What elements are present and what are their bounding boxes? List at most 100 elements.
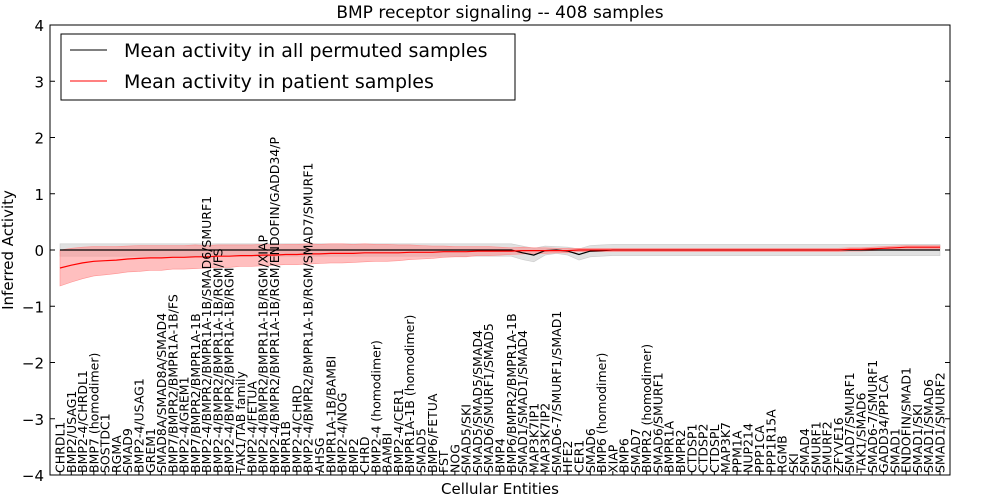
- x-tick-label: SMAD5: [414, 428, 429, 473]
- x-tick-label: SMAD5/SKI: [459, 404, 474, 473]
- x-tick-label: SMAD9: [120, 428, 135, 473]
- x-tick-label: SMAD6-7/SMURF1: [865, 360, 880, 473]
- x-tick-label: BMP7 (homodimer): [86, 353, 101, 473]
- x-tick-label: SMAD4: [797, 428, 812, 473]
- y-axis: −4 −3 −2 −1 0 1 2 3 4: [22, 17, 950, 485]
- x-tick-label: SMAD1/SKI: [910, 404, 925, 473]
- series-line-patient: [59, 246, 940, 269]
- legend-label-permuted: Mean activity in all permuted samples: [124, 40, 487, 62]
- x-tick-label: CHRDL1: [53, 422, 68, 473]
- x-tick-label: RGMB: [775, 435, 790, 473]
- y-axis-label: Inferred Activity: [0, 190, 17, 310]
- x-tick-label: BMP2-4/CHRD: [289, 385, 304, 473]
- chart-title: BMP receptor signaling -- 408 samples: [336, 3, 663, 23]
- x-tick-label: BMP2-4/CER1: [391, 388, 406, 473]
- x-tick-label: NOG: [447, 444, 462, 473]
- x-tick-label: CTDSP1: [684, 424, 699, 473]
- x-tick-label: RGMA: [109, 435, 124, 473]
- x-tick-label: SKI: [786, 453, 801, 473]
- x-tick-label: NUP214: [741, 423, 756, 473]
- x-tick-label: BMP2: [346, 438, 361, 473]
- x-tick-label: BMP2-4/BMPR2/BMPR1A-1B/RGM/SMAD7/SMURF1: [301, 163, 316, 473]
- x-tick-label: SOSTDC1: [98, 413, 113, 473]
- y-tick-label: −4: [22, 467, 44, 485]
- series-lines: [59, 246, 940, 269]
- x-tick-label: BMPR1A-1B/BAMBI: [323, 356, 338, 473]
- x-tick-label: BMP2-4 (homodimer): [368, 340, 383, 473]
- x-tick-label: BMP6/BMPR2/BMPR1A-1B: [504, 313, 519, 473]
- x-tick-label: BMP2-4/USAG1: [132, 378, 147, 473]
- x-tick-label: ENDOFIN/SMAD1: [899, 367, 914, 473]
- x-tick-label: BMPR2: [673, 429, 688, 473]
- x-tick-label: SMAD1/SMAD1/SMAD4: [515, 330, 530, 473]
- x-tick-label: PPM1A: [729, 430, 744, 473]
- x-tick-label: BMP6/FETUA: [425, 393, 440, 473]
- x-tick-label: BMP2-4/BMPR2/BMPR1A-1B/RGM/FS: [210, 248, 225, 473]
- x-tick-label: BMP2-4/GREM1: [177, 376, 192, 473]
- x-tick-label: SMAD5/SMAD5/SMAD4: [470, 330, 485, 473]
- x-tick-label: SMAD6: [583, 428, 598, 473]
- x-tick-label: BMP2-4/BMPR2/BMPR1A-1B/RGM/ENDOFIN/GADD3…: [267, 137, 282, 473]
- y-tick-label: 2: [34, 130, 44, 148]
- x-tick-label: XIAP: [605, 444, 620, 473]
- x-tick-label: BMP6 (homodimer): [594, 353, 609, 473]
- x-tick-label: CHRD: [357, 437, 372, 473]
- y-tick-label: 3: [34, 73, 44, 91]
- x-tick-label: BMP2-4/FETUA: [244, 381, 259, 473]
- x-tick-label: SMAD1/SMURF2: [933, 372, 948, 473]
- x-tick-label: GREM1: [143, 428, 158, 473]
- x-tick-label: PPP1CA: [752, 425, 767, 473]
- x-tick-label: BMP4: [493, 438, 508, 473]
- y-tick-label: −1: [22, 298, 44, 316]
- x-tick-label: BMP2/USAG1: [64, 391, 79, 473]
- x-tick-label: TAK1/TAB family: [233, 370, 248, 474]
- x-tick-label: BMPR1A: [662, 420, 677, 473]
- x-tick-label: TAK1/SMAD6: [854, 393, 869, 474]
- x-tick-label: BMP7/BMPR2/BMPR1A-1B/FS: [165, 294, 180, 473]
- x-tick-label: BMPR1B: [278, 421, 293, 473]
- x-axis-label: Cellular Entities: [441, 480, 559, 498]
- x-tick-label: BMP2-4/CHRDL1: [75, 370, 90, 473]
- x-tick-label: SMAD6/SMURF1: [650, 372, 665, 473]
- x-tick-label: MAP3K7: [718, 422, 733, 473]
- x-tick-label: BMP2-4/BMPR2/BMPR1A-1B/RGM: [222, 268, 237, 474]
- x-tick-label: BMP6: [617, 438, 632, 473]
- y-tick-label: −3: [22, 411, 44, 429]
- x-tick-label: SMAD1: [887, 428, 902, 473]
- y-tick-label: 0: [34, 242, 44, 260]
- y-tick-label: −2: [22, 355, 44, 373]
- x-tick-label: CER1: [572, 440, 587, 473]
- x-tick-label: BMP2-4/BMPR2/BMPR1A-1B/SMAD6/SMURF1: [199, 196, 214, 473]
- x-tick-label: FST: [436, 450, 451, 473]
- x-tick-label: AHSG: [312, 437, 327, 473]
- x-tick-label: PPP1R15A: [763, 409, 778, 473]
- legend-box: [60, 33, 516, 101]
- y-tick-label: 4: [34, 17, 44, 35]
- x-tick-label: SMAD7/SMURF1: [842, 372, 857, 473]
- x-tick-label: CTDSP2: [696, 424, 711, 473]
- x-tick-label: BAMBI: [380, 433, 395, 473]
- x-tick-label: ZFYVE16: [831, 417, 846, 473]
- x-tick-label: SMAD6-7/SMURF1/SMAD1: [549, 311, 564, 473]
- x-tick-label: SMURF2: [820, 421, 835, 473]
- x-tick-label: BMPR2 (homodimer): [639, 344, 654, 473]
- x-tick-label: BMP7/BMPR2/BMPR1A-1B: [188, 313, 203, 473]
- legend: Mean activity in all permuted samples Me…: [60, 33, 516, 101]
- x-tick-label: BMPR1A-1B (homodimer): [402, 315, 417, 473]
- x-tick-label: BMP2-4/BMPR2/BMPR1A-1B/RGM/XIAP: [256, 234, 271, 473]
- x-tick-label: HFE2: [560, 441, 575, 473]
- legend-label-patient: Mean activity in patient samples: [124, 71, 434, 93]
- y-tick-label: 1: [34, 186, 44, 204]
- x-tick-label: SMAD6/SMURF1/SMAD5: [481, 323, 496, 473]
- x-tick-label: GADD34/PP1CA: [876, 375, 891, 473]
- x-tick-label: CTDSPL: [707, 425, 722, 473]
- x-tick-label: SMAD8A/SMAD8A/SMAD4: [154, 313, 169, 473]
- x-tick-label: SMAD1/SMAD6: [921, 379, 936, 473]
- x-tick-label: SMAD7: [628, 428, 643, 473]
- x-tick-label: BMP2-4/NOG: [335, 393, 350, 473]
- x-tick-label: SMURF1: [808, 421, 823, 473]
- x-tick-label: MAP3K7IP1: [526, 403, 541, 473]
- x-tick-label: MAP3K7IP2: [538, 403, 553, 473]
